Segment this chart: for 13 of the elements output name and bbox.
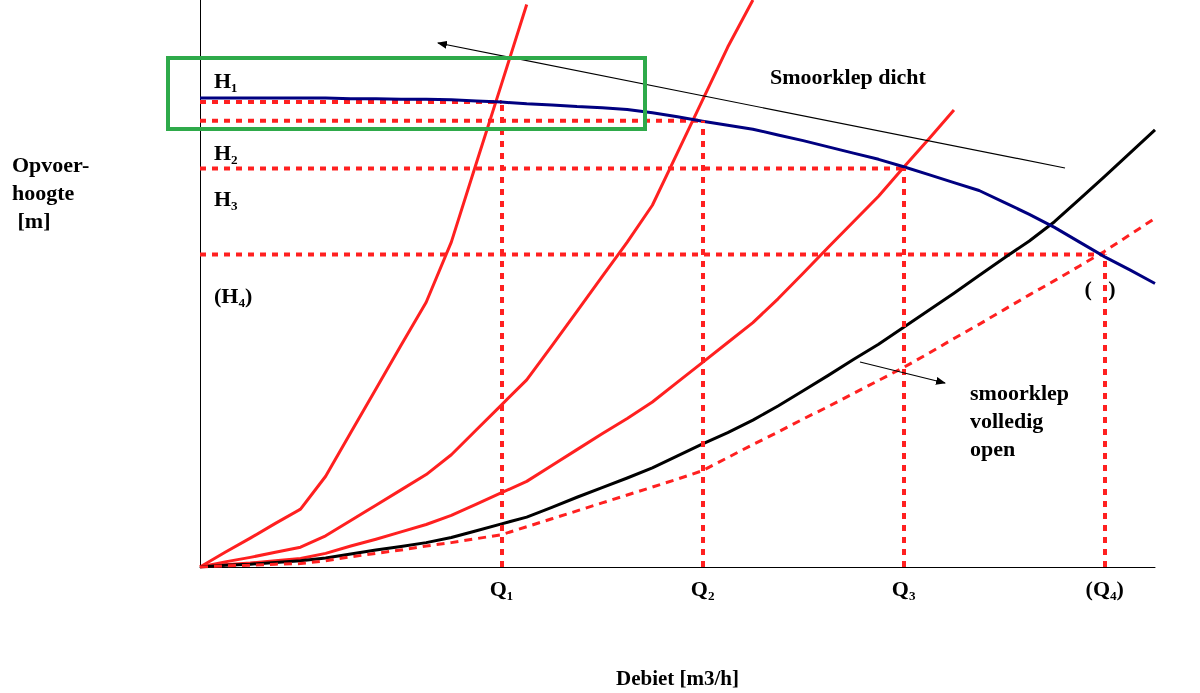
annotation: Smoorklep dicht [770, 63, 927, 89]
annotation: (H₄) [214, 282, 253, 308]
x-tick-label: Q₃ [891, 575, 916, 601]
annotation: H₁ [214, 67, 238, 93]
annotation: H₃ [214, 185, 239, 211]
x-axis-title: Debiet [m3/h] [615, 665, 740, 690]
x-tick-label: Q₂ [690, 575, 715, 601]
text: Opvoer- hoogte [m] [12, 151, 90, 233]
x-tick-label: Q₁ [489, 575, 514, 601]
annotation: smoorklep volledig open [970, 379, 1069, 461]
x-tick-label: (Q₄) [1085, 575, 1124, 601]
annotation: ( ) [1084, 275, 1116, 301]
annotation: H₂ [214, 139, 239, 165]
